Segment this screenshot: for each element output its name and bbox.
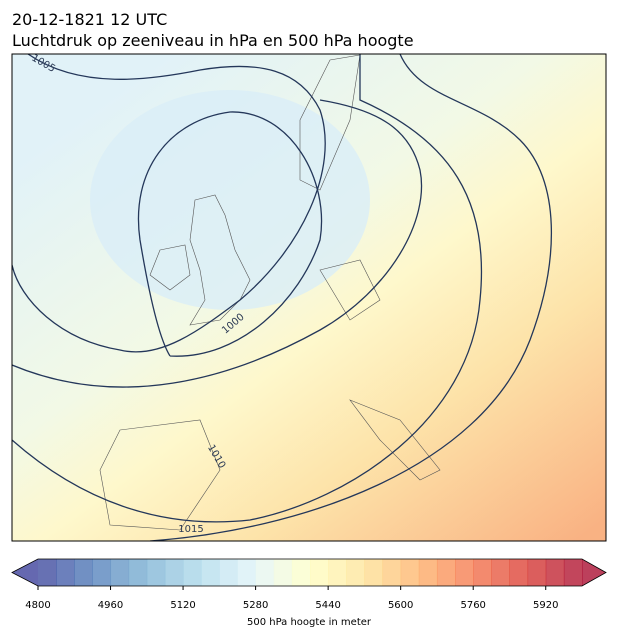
colorbar-band (183, 559, 202, 586)
colorbar-band (310, 559, 329, 586)
colorbar-band (74, 559, 93, 586)
colorbar-band (164, 559, 184, 586)
map (12, 54, 606, 541)
colorbar-tick-label: 5760 (460, 600, 485, 611)
colorbar-tick-label: 5280 (243, 600, 268, 611)
colorbar-band (491, 559, 510, 586)
colorbar-tick-label: 5120 (170, 600, 195, 611)
isobar (12, 54, 483, 523)
contour-label: 1015 (178, 524, 203, 535)
colorbar-band (237, 559, 257, 586)
colorbar-band (38, 559, 57, 586)
colorbar-band (128, 559, 148, 586)
colorbar-band (418, 559, 438, 586)
colorbar-band (509, 559, 529, 586)
colorbar-band (473, 559, 492, 586)
colorbar-band (255, 559, 275, 586)
colorbar-band (364, 559, 384, 586)
colorbar-tick-label: 5920 (533, 600, 558, 611)
low-pressure-area (90, 90, 370, 310)
colorbar-band (545, 559, 565, 586)
colorbar-band (110, 559, 130, 586)
colorbar-band (455, 559, 474, 586)
colorbar-band (382, 559, 402, 586)
title-line2: Luchtdruk op zeeniveau in hPa en 500 hPa… (12, 31, 414, 50)
colorbar-frame (11, 558, 607, 587)
isobar (137, 111, 323, 357)
title-line1: 20-12-1821 12 UTC (12, 10, 167, 29)
colorbar-extend (12, 559, 38, 586)
colorbar-band (527, 559, 547, 586)
colorbar-band (436, 559, 456, 586)
colorbar-band (146, 559, 166, 586)
coastline (99, 54, 441, 531)
colorbar-band (291, 559, 311, 586)
colorbar-tick-label: 4960 (98, 600, 123, 611)
colorbar-band (201, 559, 220, 586)
colorbar-tick-label: 4800 (25, 600, 50, 611)
colorbar-band (563, 559, 583, 586)
colorbar-band (92, 559, 112, 586)
colorbar-extend (582, 559, 606, 586)
colorbar-tick-label: 5600 (388, 600, 413, 611)
isobar (149, 54, 553, 541)
colorbar-band (400, 559, 420, 586)
colorbar: 4800 4960 5120 5280 5440 5600 5760 5920 (11, 558, 607, 611)
map-frame (11, 53, 607, 542)
colorbar-label: 500 hPa hoogte in meter (247, 617, 372, 628)
colorbar-band (273, 559, 293, 586)
colorbar-tick-label: 5440 (315, 600, 340, 611)
colorbar-band (328, 559, 347, 586)
colorbar-band (346, 559, 365, 586)
isobar (12, 99, 423, 388)
colorbar-band (219, 559, 238, 586)
isobar (12, 54, 326, 353)
colorbar-band (56, 559, 75, 586)
